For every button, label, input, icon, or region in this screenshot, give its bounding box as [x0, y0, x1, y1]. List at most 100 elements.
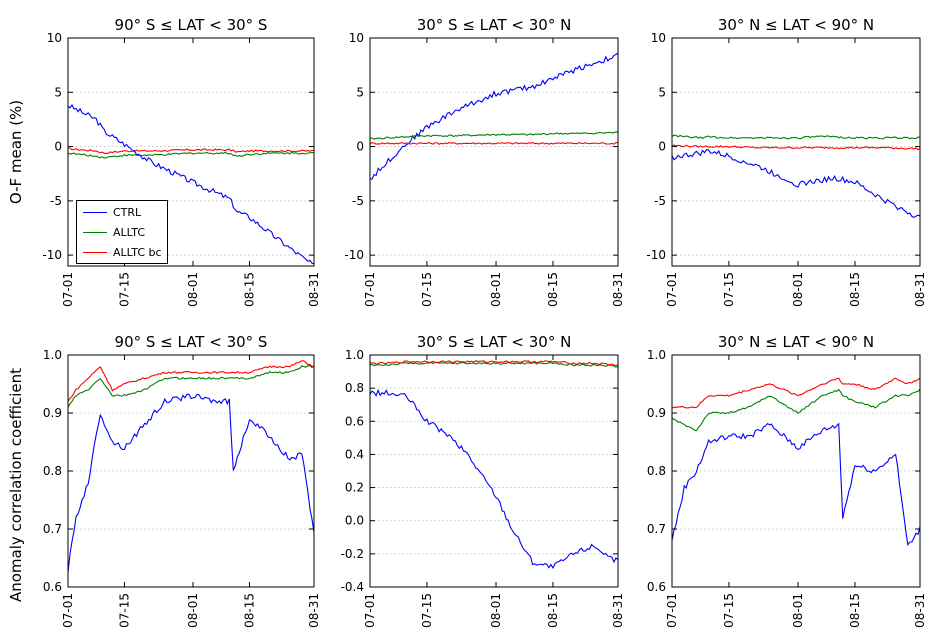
- ytick-label-p5-0: 0.6: [647, 580, 666, 594]
- panel-title-p3: 90° S ≤ LAT < 30° S: [115, 333, 268, 351]
- legend-label-alltc-bc: ALLTC bc: [113, 245, 162, 259]
- ytick-label-p2-0: -10: [646, 248, 666, 262]
- series-line-alltc-p3: [67, 365, 315, 408]
- ytick-label-p1-0: -10: [344, 248, 364, 262]
- xtick-label-p4-2: 08-01: [489, 593, 503, 628]
- ytick-label-p3-2: 0.8: [43, 464, 62, 478]
- ytick-label-p5-2: 0.8: [647, 464, 666, 478]
- ytick-label-p1-2: 0: [356, 140, 364, 154]
- xtick-label-p1-4: 08-31: [611, 272, 625, 307]
- legend-item-alltc-bc: ALLTC bc: [83, 245, 162, 259]
- series-line-ctrl-p4: [369, 388, 619, 570]
- xtick-label-p0-2: 08-01: [186, 272, 200, 307]
- xtick-label-p5-3: 08-15: [848, 593, 862, 628]
- ytick-label-p0-4: 10: [47, 31, 62, 45]
- ytick-label-p4-2: 0.0: [345, 514, 364, 528]
- ytick-label-p4-6: 0.8: [345, 381, 364, 395]
- ytick-label-p4-7: 1.0: [345, 348, 364, 362]
- xtick-label-p5-0: 07-01: [665, 593, 679, 628]
- xtick-label-p0-4: 08-31: [307, 272, 321, 307]
- xtick-label-p4-4: 08-31: [611, 593, 625, 628]
- ytick-label-p1-4: 10: [349, 31, 364, 45]
- plot-frame-p4: [369, 354, 619, 588]
- xtick-label-p2-1: 07-15: [722, 272, 736, 307]
- ytick-label-p1-1: -5: [352, 194, 364, 208]
- legend-item-alltc: ALLTC: [83, 225, 145, 239]
- series-line-alltc-bc-p1: [369, 141, 619, 145]
- series-line-ctrl-p3: [67, 393, 315, 573]
- ytick-label-p2-4: 10: [651, 31, 666, 45]
- xtick-label-p3-2: 08-01: [186, 593, 200, 628]
- xtick-label-p4-0: 07-01: [363, 593, 377, 628]
- xtick-label-p1-3: 08-15: [546, 272, 560, 307]
- legend-swatch-alltc: [83, 231, 107, 233]
- series-line-alltc-bc-p0: [67, 147, 315, 155]
- plot-frame-p0: [67, 37, 315, 267]
- xtick-label-p2-4: 08-31: [913, 272, 927, 307]
- plot-frame-p1: [369, 37, 619, 267]
- ytick-label-p0-2: 0: [54, 140, 62, 154]
- xtick-label-p0-1: 07-15: [117, 272, 131, 307]
- ytick-label-p5-3: 0.9: [647, 406, 666, 420]
- ytick-label-p4-3: 0.2: [345, 481, 364, 495]
- legend-swatch-alltc-bc: [83, 251, 107, 253]
- legend: CTRL ALLTC ALLTC bc: [76, 200, 168, 264]
- xtick-label-p0-0: 07-01: [61, 272, 75, 307]
- xtick-label-p1-2: 08-01: [489, 272, 503, 307]
- series-line-ctrl-p0: [67, 103, 315, 265]
- legend-label-ctrl: CTRL: [113, 205, 142, 219]
- ytick-label-p2-1: -5: [654, 194, 666, 208]
- ytick-label-p4-4: 0.4: [345, 447, 364, 461]
- panel-title-p1: 30° S ≤ LAT < 30° N: [417, 16, 572, 34]
- series-line-alltc-bc-p2: [671, 144, 921, 151]
- ytick-label-p2-2: 0: [658, 140, 666, 154]
- xtick-label-p2-3: 08-15: [848, 272, 862, 307]
- ytick-label-p1-3: 5: [356, 85, 364, 99]
- xtick-label-p4-3: 08-15: [546, 593, 560, 628]
- legend-label-alltc: ALLTC: [113, 225, 146, 239]
- ytick-label-p0-0: -10: [42, 248, 62, 262]
- ytick-label-p3-3: 0.9: [43, 406, 62, 420]
- ytick-label-p3-1: 0.7: [43, 522, 62, 536]
- ytick-label-p5-4: 1.0: [647, 348, 666, 362]
- series-line-alltc-p2: [671, 134, 921, 140]
- panel-title-p2: 30° N ≤ LAT < 90° N: [718, 16, 874, 34]
- series-line-ctrl-p5: [671, 422, 921, 547]
- legend-item-ctrl: CTRL: [83, 205, 141, 219]
- ytick-label-p3-0: 0.6: [43, 580, 62, 594]
- ytick-label-p3-4: 1.0: [43, 348, 62, 362]
- xtick-label-p3-0: 07-01: [61, 593, 75, 628]
- xtick-label-p5-4: 08-31: [913, 593, 927, 628]
- series-line-alltc-p5: [671, 388, 921, 432]
- ytick-label-p4-0: -0.4: [341, 580, 364, 594]
- xtick-label-p2-2: 08-01: [791, 272, 805, 307]
- xtick-label-p3-3: 08-15: [242, 593, 256, 628]
- ytick-label-p5-1: 0.7: [647, 522, 666, 536]
- row-label-bottom: Anomaly correlation coefficient: [7, 367, 25, 603]
- series-line-alltc-p0: [67, 151, 315, 159]
- panel-title-p4: 30° S ≤ LAT < 30° N: [417, 333, 572, 351]
- row-label-top: O-F mean (%): [7, 99, 25, 205]
- ytick-label-p4-5: 0.6: [345, 414, 364, 428]
- series-line-alltc-p1: [369, 131, 619, 140]
- xtick-label-p3-1: 07-15: [117, 593, 131, 628]
- series-line-alltc-bc-p4: [369, 360, 619, 367]
- xtick-label-p0-3: 08-15: [242, 272, 256, 307]
- ytick-label-p0-1: -5: [50, 194, 62, 208]
- panel-title-p0: 90° S ≤ LAT < 30° S: [115, 16, 268, 34]
- ytick-label-p4-1: -0.2: [341, 547, 364, 561]
- legend-swatch-ctrl: [83, 211, 107, 213]
- ytick-label-p0-3: 5: [54, 85, 62, 99]
- xtick-label-p1-0: 07-01: [363, 272, 377, 307]
- xtick-label-p3-4: 08-31: [307, 593, 321, 628]
- xtick-label-p1-1: 07-15: [420, 272, 434, 307]
- ytick-label-p2-3: 5: [658, 85, 666, 99]
- xtick-label-p2-0: 07-01: [665, 272, 679, 307]
- plot-frame-p2: [671, 37, 921, 267]
- series-line-alltc-bc-p3: [67, 360, 315, 402]
- series-line-ctrl-p2: [671, 149, 921, 218]
- series-line-ctrl-p1: [369, 52, 619, 180]
- xtick-label-p5-2: 08-01: [791, 593, 805, 628]
- panel-title-p5: 30° N ≤ LAT < 90° N: [718, 333, 874, 351]
